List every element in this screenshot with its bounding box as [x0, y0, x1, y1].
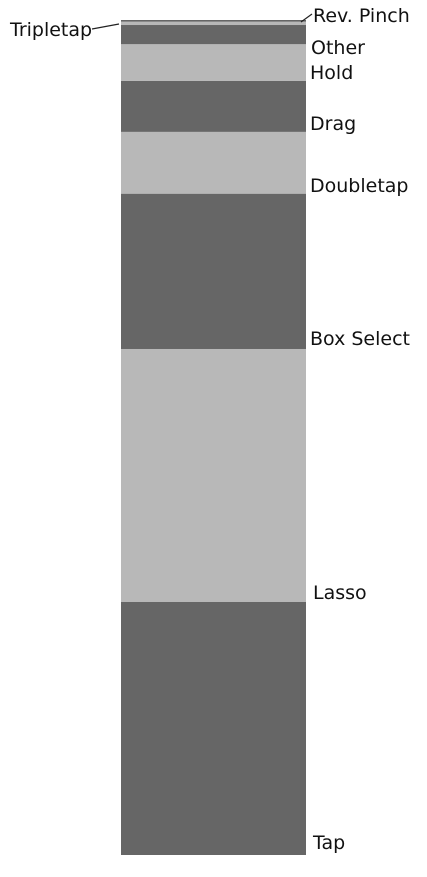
leader-line-tripletap	[91, 23, 120, 30]
chart-labels: Tap Lasso Box Select Doubletap Drag Hold Other…	[9, 5, 410, 854]
chart-segments	[121, 20, 306, 855]
segment-label-drag: Drag	[310, 113, 356, 135]
segment-box-select	[121, 193, 306, 349]
segment-label-box-select: Box Select	[310, 328, 410, 350]
segment-tripletap	[121, 21, 306, 26]
segment-label-doubletap: Doubletap	[310, 175, 408, 197]
segment-doubletap	[121, 131, 306, 194]
segment-drag	[121, 80, 306, 132]
segment-tap	[121, 602, 306, 855]
segment-other	[121, 25, 306, 45]
segment-label-other: Other	[311, 37, 365, 59]
segment-label-hold: Hold	[310, 62, 353, 84]
segment-hold	[121, 44, 306, 81]
segment-lasso	[121, 348, 306, 602]
segment-rev-pinch	[121, 20, 306, 22]
segment-label-lasso: Lasso	[313, 582, 367, 604]
leader-line-rev-pinch	[300, 13, 313, 23]
segment-label-tripletap: Tripletap	[9, 19, 92, 41]
segment-label-rev-pinch: Rev. Pinch	[313, 5, 410, 27]
segment-label-tap: Tap	[312, 832, 345, 854]
